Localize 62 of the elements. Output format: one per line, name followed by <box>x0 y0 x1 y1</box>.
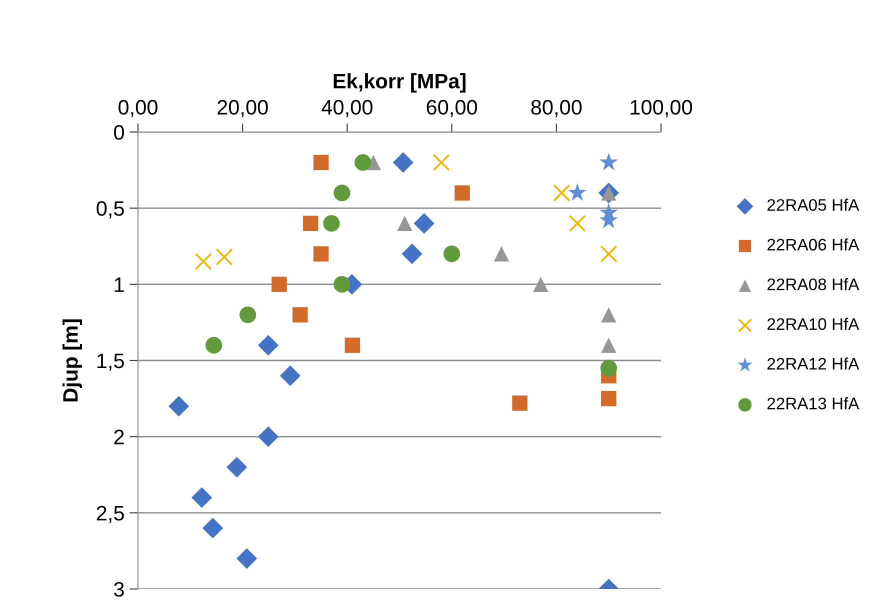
point <box>323 215 340 232</box>
point <box>397 216 412 232</box>
y-tick-label: 2,5 <box>96 506 124 524</box>
point <box>533 276 548 292</box>
y-tick-label: 0,5 <box>96 201 124 218</box>
x-axis-title: Ek,korr [MPa] <box>334 73 466 93</box>
point <box>512 396 528 411</box>
point <box>168 396 190 417</box>
point <box>258 426 279 447</box>
point <box>202 518 224 538</box>
point <box>334 276 350 293</box>
point <box>568 183 587 201</box>
point <box>313 246 329 262</box>
y-axis-title: Djup [m] <box>62 319 82 402</box>
point <box>258 334 279 356</box>
point <box>280 365 301 386</box>
point <box>454 185 470 201</box>
point <box>334 184 350 202</box>
x-tick-label: 0,00 <box>118 100 158 118</box>
point <box>194 252 212 270</box>
point <box>601 307 616 322</box>
point <box>600 245 618 262</box>
point <box>239 306 256 324</box>
point <box>226 456 248 478</box>
legend-label: 22RA06 HfA <box>767 238 860 251</box>
point <box>494 246 510 262</box>
point <box>553 184 570 202</box>
point <box>601 338 616 353</box>
x-tick-label: 40,00 <box>322 100 372 118</box>
point <box>601 390 616 406</box>
point <box>272 276 287 292</box>
point <box>302 216 318 232</box>
point <box>392 152 414 173</box>
point <box>600 360 618 376</box>
y-tick-label: 1,5 <box>97 354 124 371</box>
point <box>402 244 422 264</box>
point <box>236 548 258 569</box>
point <box>344 338 360 353</box>
point <box>414 213 434 234</box>
y-tick-label: 1 <box>114 278 124 292</box>
y-tick-label: 2 <box>114 430 124 444</box>
point <box>568 214 586 232</box>
x-tick-label: 80,00 <box>531 100 582 118</box>
point <box>216 248 233 266</box>
point <box>432 154 450 172</box>
point <box>599 152 618 170</box>
legend-label: 22RA12 HfA <box>767 357 860 370</box>
point <box>206 336 222 354</box>
legend-label: 22RA05 HfA <box>767 198 860 211</box>
legend-label: 22RA08 HfA <box>767 278 860 290</box>
y-tick-label: 3 <box>114 582 124 597</box>
x-tick-label: 60,00 <box>426 100 478 118</box>
point <box>443 246 460 262</box>
x-tick-label: 100,00 <box>630 100 692 118</box>
point <box>191 487 212 508</box>
legend-label: 22RA13 HfA <box>767 397 860 410</box>
point <box>354 154 372 171</box>
point <box>313 154 329 170</box>
point <box>292 307 308 322</box>
x-tick-label: 20,00 <box>218 100 268 118</box>
legend-label: 22RA10 HfA <box>767 318 860 330</box>
y-tick-label: 0 <box>114 125 124 140</box>
